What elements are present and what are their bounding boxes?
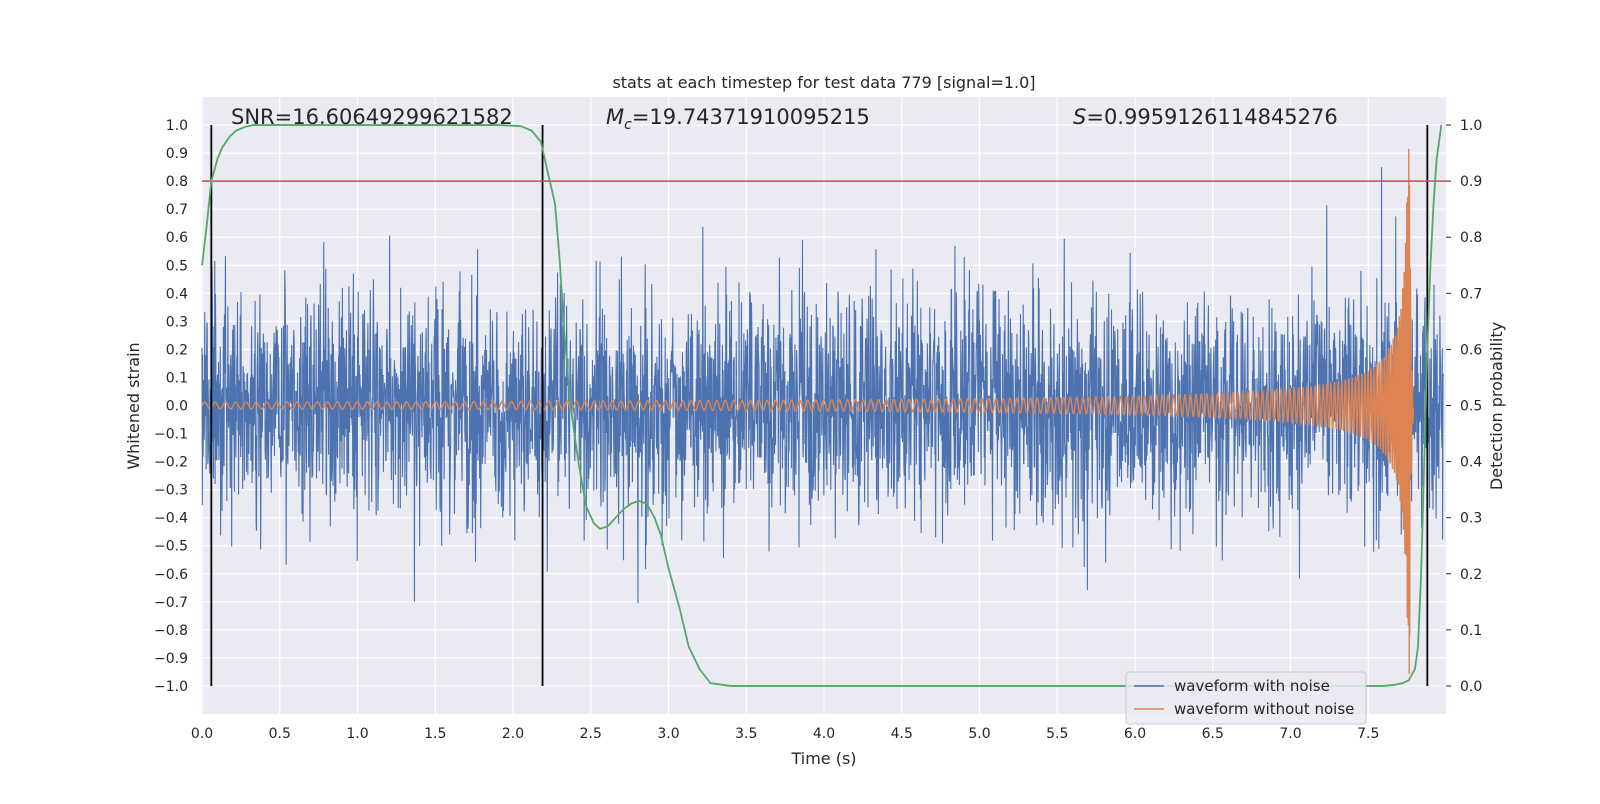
y-tick-label-right: 0.5 <box>1460 399 1482 415</box>
x-tick-label: 3.5 <box>735 726 757 742</box>
y-tick-label: −0.9 <box>154 651 188 667</box>
x-tick-label: 6.0 <box>1124 726 1146 742</box>
chirp-mass-subscript: c <box>624 117 632 133</box>
x-tick-label: 2.5 <box>580 726 602 742</box>
y-tick-label: 0.9 <box>166 146 188 162</box>
x-tick-label: 5.0 <box>968 726 990 742</box>
x-axis-label: Time (s) <box>790 749 856 768</box>
y-tick-label: −0.1 <box>154 427 188 443</box>
x-tick-label: 7.0 <box>1279 726 1301 742</box>
legend: waveform with noise waveform without noi… <box>1125 671 1367 725</box>
s-annotation: S=0.9959126114845276 <box>1073 105 1338 129</box>
chirp-mass-symbol: M <box>606 105 624 129</box>
y-ticks-right: 0.0 0.1 0.2 0.3 0.4 0.5 0.6 0.7 0.8 0.9 1.0 <box>1446 118 1482 695</box>
y-tick-label: −0.6 <box>154 567 188 583</box>
y-tick-label-right: 0.7 <box>1460 286 1482 302</box>
x-tick-label: 6.5 <box>1202 726 1224 742</box>
y-tick-label: 0.3 <box>166 314 188 330</box>
s-value: =0.9959126114845276 <box>1086 105 1337 129</box>
y-tick-label: −1.0 <box>154 679 188 695</box>
x-tick-label: 7.5 <box>1357 726 1379 742</box>
y-axis-label-right: Detection probability <box>1487 322 1506 490</box>
vertical-markers <box>210 125 1429 686</box>
y-tick-label: 1.0 <box>166 118 188 134</box>
y-tick-label-right: 0.8 <box>1460 230 1482 246</box>
x-tick-label: 1.0 <box>346 726 368 742</box>
y-tick-label: 0.1 <box>166 370 188 386</box>
x-tick-label: 4.0 <box>813 726 835 742</box>
y-tick-label: −0.3 <box>154 483 188 499</box>
probability-trace <box>201 124 1443 687</box>
y-axis-label: Whitened strain <box>124 342 143 469</box>
legend-label-noise: waveform with noise <box>1174 677 1330 695</box>
y-tick-label-right: 0.3 <box>1460 511 1482 527</box>
x-tick-label: 0.5 <box>269 726 291 742</box>
y-tick-label: 0.8 <box>166 174 188 190</box>
y-tick-label-right: 0.6 <box>1460 342 1482 358</box>
y-tick-label: 0.7 <box>166 202 188 218</box>
y-tick-label: −0.8 <box>154 623 188 639</box>
y-tick-label-right: 1.0 <box>1460 118 1482 134</box>
chart-title: stats at each timestep for test data 779… <box>612 73 1035 92</box>
y-tick-label: −0.4 <box>154 511 188 527</box>
legend-box <box>1125 671 1367 725</box>
series-waveform-without-noise <box>201 148 1415 675</box>
chirp-mass-value: =19.74371910095215 <box>632 105 870 129</box>
x-tick-label: 4.5 <box>891 726 913 742</box>
y-tick-label-right: 0.2 <box>1460 567 1482 583</box>
x-tick-label: 2.0 <box>502 726 524 742</box>
y-tick-label: 0.5 <box>166 258 188 274</box>
x-tick-label: 1.5 <box>424 726 446 742</box>
y-tick-label: 0.0 <box>166 399 188 415</box>
chirp-mass-annotation: Mc=19.74371910095215 <box>606 105 870 133</box>
y-tick-label: −0.7 <box>154 595 188 611</box>
y-tick-label: 0.2 <box>166 342 188 358</box>
y-tick-label-right: 0.9 <box>1460 174 1482 190</box>
y-tick-label-right: 0.1 <box>1460 623 1482 639</box>
y-tick-label: −0.2 <box>154 455 188 471</box>
y-tick-label-right: 0.4 <box>1460 455 1482 471</box>
x-tick-label: 5.5 <box>1046 726 1068 742</box>
legend-label-clean: waveform without noise <box>1174 700 1354 718</box>
series-detection-probability <box>201 124 1443 687</box>
y-tick-label: 0.6 <box>166 230 188 246</box>
y-tick-label: −0.5 <box>154 539 188 555</box>
chirp-trace <box>201 148 1415 675</box>
y-tick-label: 0.4 <box>166 286 188 302</box>
x-ticks: 0.0 0.5 1.0 1.5 2.0 2.5 3.0 3.5 4.0 4.5 5.0 5.5 6.0 6… <box>191 726 1380 742</box>
y-tick-label-right: 0.0 <box>1460 679 1482 695</box>
x-tick-label: 0.0 <box>191 726 213 742</box>
x-tick-label: 3.0 <box>657 726 679 742</box>
snr-annotation: SNR=16.60649299621582 <box>231 105 513 129</box>
s-symbol: S <box>1073 105 1086 129</box>
y-ticks-left: −1.0 −0.9 −0.8 −0.7 −0.6 −0.5 −0.4 −0.3 −0.2 −0.1… <box>154 118 188 695</box>
